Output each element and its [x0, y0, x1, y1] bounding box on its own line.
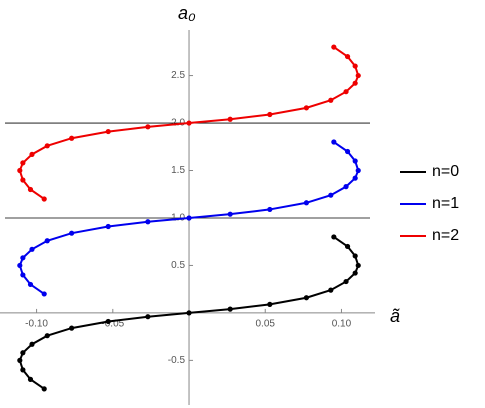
data-point [331, 234, 337, 240]
x-tick-label: -0.05 [101, 319, 124, 330]
y-tick-label: 0.5 [171, 260, 185, 271]
data-point [69, 230, 75, 236]
data-point [186, 215, 192, 221]
data-point [105, 223, 111, 230]
data-point [344, 243, 351, 250]
data-point [17, 357, 23, 363]
data-point [331, 139, 337, 145]
y-tick-label: 2.5 [171, 70, 185, 81]
data-point [343, 89, 349, 95]
data-point [303, 295, 310, 301]
data-point [227, 306, 233, 312]
data-point [69, 135, 75, 141]
data-point [27, 281, 34, 288]
data-point [145, 314, 151, 320]
data-point [69, 325, 75, 331]
data-point [303, 105, 310, 111]
data-point [343, 184, 349, 190]
data-point [352, 80, 358, 86]
data-point [20, 160, 26, 166]
data-point [227, 116, 233, 122]
data-point [105, 318, 111, 325]
data-point [105, 128, 111, 135]
data-point [27, 376, 34, 382]
data-point [20, 350, 26, 356]
legend-label: n=1 [432, 195, 459, 212]
data-point [331, 44, 337, 50]
y-axis-label: a₀ [178, 3, 196, 23]
x-tick-label: 0.10 [332, 319, 352, 330]
data-point [20, 367, 26, 373]
data-point [344, 53, 351, 60]
legend-label: n=0 [432, 163, 459, 180]
data-point [41, 196, 47, 202]
data-point [29, 151, 35, 157]
data-point [328, 192, 334, 198]
data-point [352, 158, 358, 164]
legend-label: n=2 [432, 227, 459, 244]
x-tick-label: -0.10 [25, 319, 48, 330]
data-point [17, 167, 23, 174]
data-point [41, 386, 47, 392]
x-axis-label: ã [390, 306, 400, 326]
data-point [267, 301, 273, 307]
data-point [145, 124, 151, 130]
data-point [27, 186, 34, 193]
y-tick-label: 1.5 [171, 165, 185, 176]
data-point [352, 175, 358, 181]
data-point [29, 246, 35, 252]
data-point [303, 200, 310, 206]
data-point [44, 333, 50, 339]
data-point [186, 120, 192, 126]
data-point [328, 97, 334, 103]
data-point [44, 143, 50, 149]
data-point [328, 287, 334, 293]
data-point [186, 310, 192, 316]
data-point [267, 206, 273, 213]
data-point [267, 111, 273, 118]
data-point [41, 291, 47, 297]
data-point [343, 278, 349, 285]
x-tick-label: 0.05 [256, 319, 276, 330]
data-point [44, 238, 50, 244]
data-point [355, 72, 361, 79]
data-point [20, 272, 26, 278]
data-point [352, 270, 358, 276]
data-point [29, 341, 35, 347]
data-point [352, 253, 358, 259]
data-point [145, 219, 151, 225]
data-point [20, 255, 26, 261]
data-point [17, 262, 23, 269]
data-point [227, 211, 233, 217]
data-point [20, 177, 26, 183]
data-point [355, 167, 361, 174]
data-point [355, 262, 361, 269]
data-point [344, 148, 351, 155]
y-tick-label: -0.5 [168, 355, 186, 366]
data-point [352, 63, 358, 69]
